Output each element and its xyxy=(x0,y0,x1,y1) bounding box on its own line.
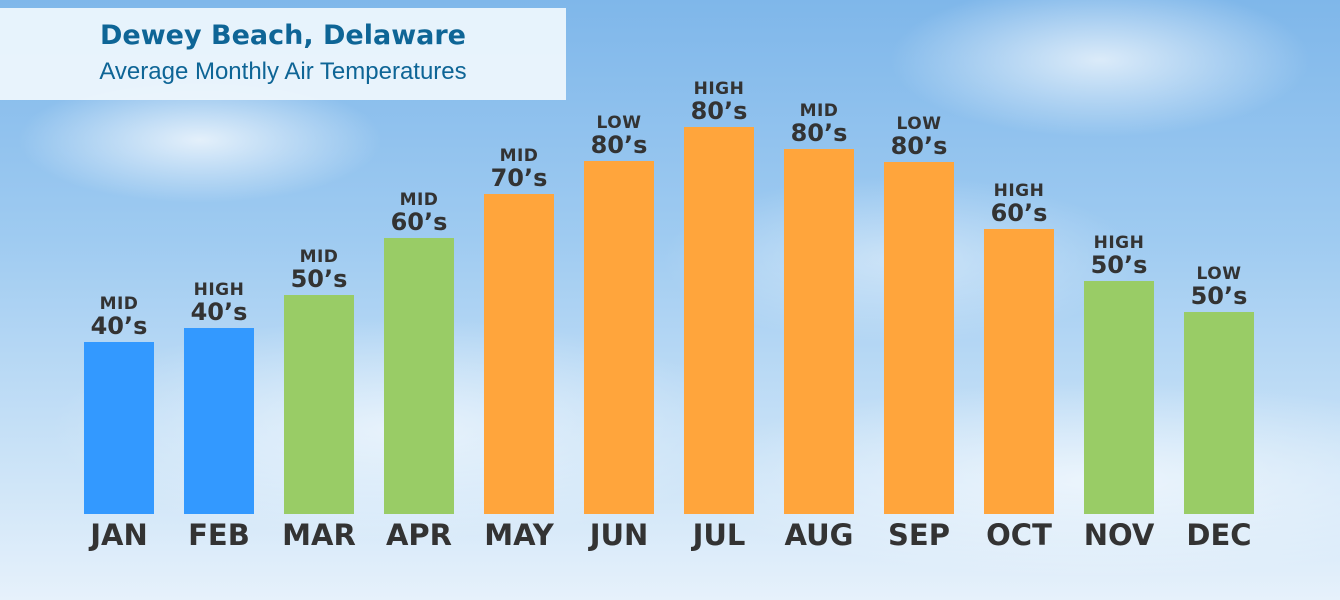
month-label-feb: FEB xyxy=(188,518,250,552)
bar-value-label: LOW 80’s xyxy=(859,114,979,160)
bar-jun xyxy=(584,161,654,514)
month-label-apr: APR xyxy=(385,518,453,552)
temp-level: LOW xyxy=(596,113,642,133)
temp-range: 80’s xyxy=(690,97,748,125)
temp-range: 40’s xyxy=(190,298,248,326)
temp-level: HIGH xyxy=(1093,233,1145,253)
bar-apr xyxy=(384,238,454,514)
month-label-mar: MAR xyxy=(282,518,356,552)
temp-range: 80’s xyxy=(590,131,648,159)
temp-level: LOW xyxy=(1196,264,1242,284)
month-label-nov: NOV xyxy=(1083,518,1155,552)
temp-level: MID xyxy=(299,247,339,267)
month-label-jan: JAN xyxy=(90,518,148,552)
bar-dec xyxy=(1184,312,1254,514)
temp-range: 60’s xyxy=(990,199,1048,227)
temp-range: 50’s xyxy=(1190,282,1248,310)
bar-sep xyxy=(884,162,954,514)
month-label-may: MAY xyxy=(484,518,554,552)
bar-mar xyxy=(284,295,354,514)
bar-value-label: MID 50’s xyxy=(259,247,379,293)
temp-level: MID xyxy=(99,294,139,314)
bar-value-label: MID 70’s xyxy=(459,146,579,192)
bar-value-label: HIGH 80’s xyxy=(659,79,779,125)
bar-value-label: HIGH 40’s xyxy=(159,280,279,326)
temp-level: LOW xyxy=(896,114,942,134)
temp-range: 50’s xyxy=(1090,251,1148,279)
temp-level: HIGH xyxy=(693,79,745,99)
bar-value-label: LOW 80’s xyxy=(559,113,679,159)
bar-jul xyxy=(684,127,754,514)
chart-title: Dewey Beach, Delaware xyxy=(100,20,466,51)
chart-subtitle: Average Monthly Air Temperatures xyxy=(99,58,467,85)
month-label-jun: JUN xyxy=(589,518,649,552)
bar-oct xyxy=(984,229,1054,514)
bar-value-label: HIGH 50’s xyxy=(1059,233,1179,279)
bar-may xyxy=(484,194,554,514)
temp-range: 80’s xyxy=(790,119,848,147)
title-box: Dewey Beach, Delaware Average Monthly Ai… xyxy=(0,8,566,100)
bar-value-label: HIGH 60’s xyxy=(959,181,1079,227)
temp-level: HIGH xyxy=(993,181,1045,201)
bar-value-label: MID 80’s xyxy=(759,101,879,147)
temp-range: 60’s xyxy=(390,208,448,236)
temp-level: HIGH xyxy=(193,280,245,300)
temp-range: 40’s xyxy=(90,312,148,340)
temp-level: MID xyxy=(399,190,439,210)
bar-value-label: LOW 50’s xyxy=(1159,264,1279,310)
temp-range: 80’s xyxy=(890,132,948,160)
temp-range: 70’s xyxy=(490,164,548,192)
bar-value-label: MID 40’s xyxy=(59,294,179,340)
bar-aug xyxy=(784,149,854,514)
month-label-dec: DEC xyxy=(1186,518,1252,552)
month-label-sep: SEP xyxy=(888,518,950,552)
month-label-aug: AUG xyxy=(784,518,854,552)
temp-range: 50’s xyxy=(290,265,348,293)
month-label-jul: JUL xyxy=(692,518,746,552)
temp-level: MID xyxy=(499,146,539,166)
bar-nov xyxy=(1084,281,1154,514)
bar-feb xyxy=(184,328,254,514)
bar-value-label: MID 60’s xyxy=(359,190,479,236)
temp-level: MID xyxy=(799,101,839,121)
bar-jan xyxy=(84,342,154,514)
month-label-oct: OCT xyxy=(986,518,1052,552)
